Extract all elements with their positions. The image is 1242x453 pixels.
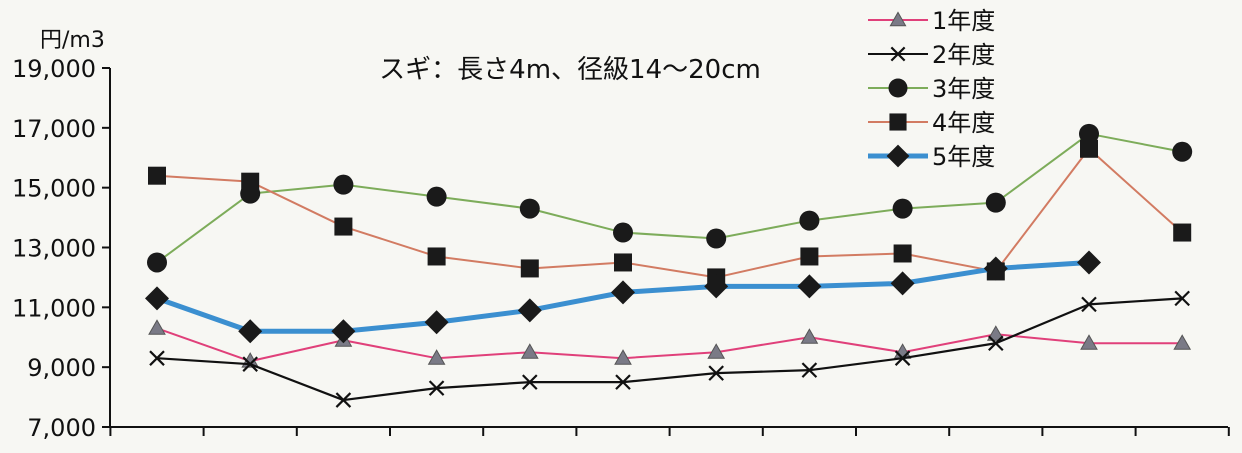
- data-point-square: [334, 217, 353, 236]
- data-point-diamond: [797, 274, 822, 299]
- data-point-diamond: [983, 256, 1008, 281]
- data-point-diamond: [238, 319, 263, 344]
- data-point-square: [889, 113, 907, 131]
- data-point-diamond: [704, 274, 729, 299]
- data-point-square: [800, 247, 819, 266]
- data-point-diamond: [1077, 250, 1101, 275]
- data-point-circle: [888, 78, 908, 98]
- series-lines: [145, 123, 1193, 408]
- data-point-x: [428, 380, 445, 396]
- chart-title: スギ：長さ4m、径級14～20cm: [379, 55, 761, 85]
- data-point-x: [1081, 296, 1097, 313]
- data-point-square: [520, 259, 539, 278]
- data-point-x: [149, 350, 165, 366]
- data-point-x: [615, 374, 631, 390]
- data-point-x: [522, 374, 538, 390]
- legend-label: 2年度: [932, 41, 995, 69]
- data-point-diamond: [517, 298, 542, 323]
- legend: 1年度 2年度 3年度 4年度 5年度: [868, 7, 995, 171]
- data-point-x: [988, 335, 1004, 352]
- data-point-x: [890, 46, 906, 62]
- data-point-triangle: [1173, 334, 1192, 350]
- y-axis-unit-label: 円/m3: [40, 28, 105, 53]
- data-point-diamond: [331, 319, 356, 344]
- data-point-circle: [426, 186, 447, 207]
- data-point-square: [427, 247, 446, 266]
- data-point-diamond: [886, 144, 910, 168]
- data-point-triangle: [800, 328, 819, 344]
- data-point-triangle: [427, 349, 446, 365]
- y-tick-label: 7,000: [27, 414, 96, 442]
- data-point-triangle: [148, 319, 166, 335]
- y-tick-label: 17,000: [12, 115, 96, 143]
- data-point-diamond: [611, 280, 635, 305]
- data-point-triangle: [889, 11, 907, 27]
- series-group: [149, 290, 1190, 408]
- y-tick-label: 13,000: [12, 235, 96, 263]
- ticks: 19,000 17,000 15,000 13,000 11,000 9,000 7,000: [12, 55, 1230, 442]
- data-point-circle: [799, 210, 820, 231]
- data-point-triangle: [614, 349, 632, 365]
- data-point-diamond: [424, 310, 449, 335]
- series-line: [156, 132, 1183, 264]
- data-point-triangle: [707, 343, 726, 359]
- data-point-square: [1080, 139, 1098, 158]
- data-point-square: [893, 244, 912, 263]
- data-point-circle: [706, 228, 727, 249]
- series-line: [156, 297, 1183, 402]
- data-point-x: [801, 362, 818, 378]
- legend-label: 5年度: [932, 143, 995, 171]
- data-point-x: [335, 392, 352, 408]
- data-point-triangle: [986, 325, 1005, 341]
- data-point-x: [708, 365, 724, 381]
- series-group: [148, 139, 1192, 287]
- data-point-diamond: [145, 286, 169, 311]
- data-point-circle: [1079, 123, 1099, 144]
- data-point-circle: [147, 252, 167, 273]
- y-tick-label: 11,000: [12, 294, 96, 322]
- legend-label: 1年度: [932, 7, 995, 35]
- series-line: [156, 147, 1183, 279]
- data-point-x: [1174, 290, 1190, 307]
- data-point-triangle: [520, 343, 539, 359]
- series-group: [145, 250, 1101, 344]
- data-point-circle: [892, 198, 913, 219]
- data-point-circle: [1172, 141, 1193, 162]
- data-point-square: [148, 166, 166, 185]
- data-point-x: [894, 350, 911, 366]
- data-point-circle: [333, 174, 354, 195]
- data-point-square: [241, 172, 260, 191]
- data-point-square: [1173, 223, 1192, 242]
- data-point-x: [242, 356, 258, 372]
- data-point-triangle: [1080, 334, 1098, 350]
- data-point-circle: [985, 192, 1006, 213]
- axes: [109, 68, 1228, 428]
- data-point-circle: [613, 222, 633, 243]
- legend-label: 4年度: [932, 109, 995, 137]
- series-group: [147, 123, 1193, 273]
- data-point-diamond: [890, 271, 915, 296]
- legend-label: 3年度: [932, 75, 995, 103]
- y-tick-label: 19,000: [12, 55, 96, 83]
- y-tick-label: 9,000: [27, 354, 96, 382]
- y-tick-label: 15,000: [12, 175, 96, 203]
- data-point-square: [614, 253, 632, 272]
- data-point-circle: [519, 198, 540, 219]
